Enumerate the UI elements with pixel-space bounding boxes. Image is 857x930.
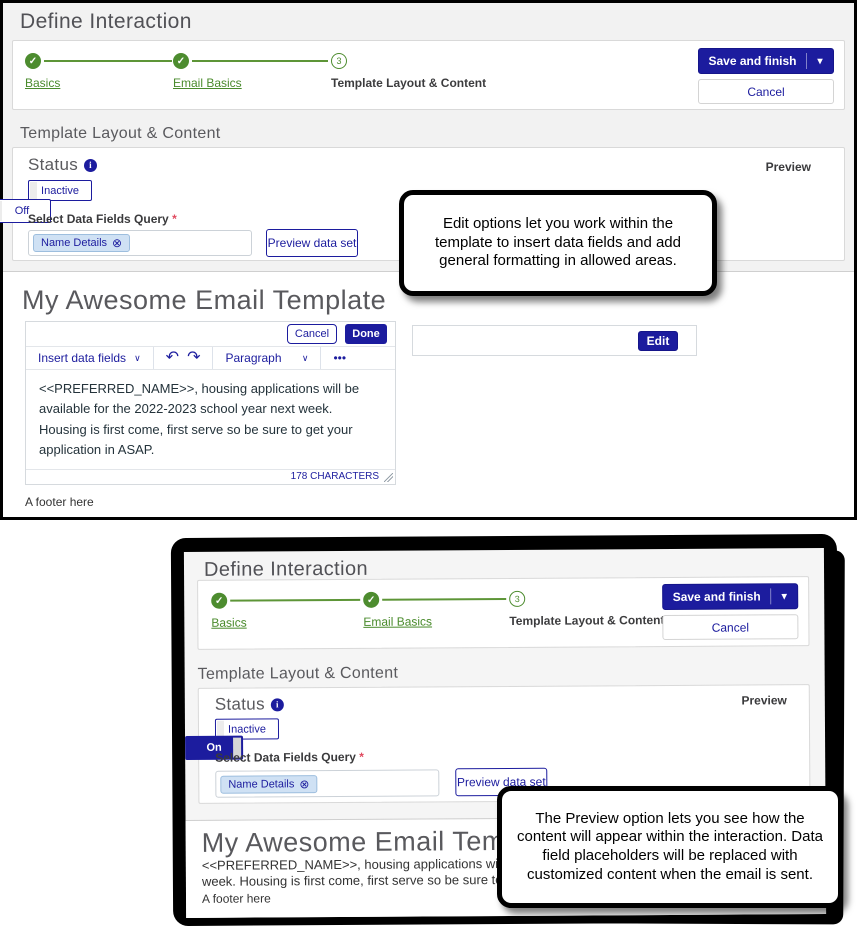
query-label-text: Select Data Fields Query: [215, 749, 356, 765]
template-title: My Awesome Email Template: [22, 285, 387, 315]
undo-redo-group: ↶ ↷: [154, 346, 214, 370]
editor-done-button[interactable]: Done: [345, 323, 387, 344]
step-number-icon: 3: [509, 590, 526, 607]
preview-label: Preview: [741, 693, 787, 708]
stepper-step-email-basics: ✓ Email Basics: [363, 591, 433, 629]
query-input[interactable]: Name Details ⊗: [28, 230, 252, 256]
chip-remove-icon[interactable]: ⊗: [299, 776, 310, 791]
paragraph-label: Paragraph: [225, 351, 282, 366]
preview-label: Preview: [765, 160, 811, 174]
section-title: Template Layout & Content: [20, 125, 221, 142]
preview-toggle-label: Off: [14, 205, 30, 217]
save-and-finish-button[interactable]: Save and finish ▾: [662, 583, 799, 611]
save-and-finish-button[interactable]: Save and finish ▾: [698, 48, 834, 74]
step-connector: [192, 60, 328, 62]
save-and-finish-label: Save and finish: [708, 54, 797, 68]
status-label: Status: [28, 155, 78, 174]
resize-handle-icon[interactable]: [384, 473, 393, 482]
query-label: Select Data Fields Query *: [28, 212, 177, 226]
panel-edit-mode: Define Interaction ✓ Basics ✓ Email Basi…: [0, 0, 857, 520]
check-circle-icon: ✓: [211, 592, 228, 609]
step-link-basics[interactable]: Basics: [211, 615, 247, 630]
cancel-button[interactable]: Cancel: [698, 79, 834, 104]
page-title: Define Interaction: [20, 10, 192, 33]
stepper-step-basics: ✓ Basics: [211, 592, 247, 630]
template-footer-text: A footer here: [25, 495, 94, 509]
insert-data-fields-label: Insert data fields: [38, 351, 127, 366]
stepper-step-template: 3 Template Layout & Content: [331, 53, 486, 90]
status-heading: Status i: [215, 694, 284, 714]
undo-icon[interactable]: ↶: [165, 349, 180, 367]
preview-option-callout: The Preview option lets you see how the …: [497, 786, 843, 908]
info-icon[interactable]: i: [270, 697, 284, 711]
chevron-down-icon: ∨: [301, 352, 309, 363]
save-and-finish-label: Save and finish: [672, 589, 761, 604]
check-circle-icon: ✓: [25, 53, 41, 69]
status-label: Status: [214, 694, 265, 714]
query-label-text: Select Data Fields Query: [28, 212, 169, 226]
query-chip-label: Name Details: [228, 777, 295, 791]
stepper-card: ✓ Basics ✓ Email Basics 3 Template Layou…: [197, 576, 810, 650]
caret-down-icon[interactable]: ▾: [781, 590, 787, 602]
stepper-step-email-basics: ✓ Email Basics: [173, 53, 242, 90]
query-chip[interactable]: Name Details ⊗: [220, 774, 318, 794]
query-chip-label: Name Details: [41, 237, 108, 249]
query-label: Select Data Fields Query *: [215, 750, 364, 765]
char-count: 178 CHARACTERS: [290, 471, 379, 483]
section-title: Template Layout & Content: [197, 664, 399, 683]
button-divider: [806, 53, 807, 69]
toggle-knob: [0, 201, 2, 221]
template-editor: Cancel Done Insert data fields ∨ ↶ ↷ Par…: [25, 321, 396, 485]
stepper-step-template: 3 Template Layout & Content: [509, 590, 664, 628]
editable-region: Edit: [412, 325, 697, 356]
edit-options-callout: Edit options let you work within the tem…: [399, 190, 717, 296]
check-circle-icon: ✓: [363, 591, 380, 608]
info-icon[interactable]: i: [84, 158, 97, 172]
editor-body[interactable]: <<PREFERRED_NAME>>, housing applications…: [39, 381, 360, 457]
step-number-icon: 3: [331, 53, 347, 69]
query-input[interactable]: Name Details ⊗: [215, 769, 440, 798]
chip-remove-icon[interactable]: ⊗: [112, 236, 123, 250]
step-connector: [44, 60, 172, 62]
editor-footer: 178 CHARACTERS: [26, 468, 395, 484]
check-circle-icon: ✓: [173, 53, 189, 69]
toggle-knob: [30, 182, 37, 199]
status-toggle-label: Inactive: [41, 184, 79, 197]
query-chip[interactable]: Name Details ⊗: [33, 234, 131, 252]
status-heading: Status i: [28, 155, 97, 175]
step-label-template: Template Layout & Content: [509, 613, 665, 628]
stepper-step-basics: ✓ Basics: [25, 53, 60, 90]
step-label-template: Template Layout & Content: [331, 76, 487, 90]
caret-down-icon[interactable]: ▾: [817, 55, 823, 67]
paragraph-dropdown[interactable]: Paragraph ∨: [213, 346, 322, 370]
preview-toggle[interactable]: Off: [0, 199, 51, 223]
chevron-down-icon: ∨: [134, 352, 141, 363]
insert-data-fields-dropdown[interactable]: Insert data fields ∨: [26, 346, 154, 370]
cancel-button[interactable]: Cancel: [662, 614, 799, 641]
step-link-basics[interactable]: Basics: [25, 76, 61, 90]
edit-button[interactable]: Edit: [638, 330, 678, 351]
step-connector: [230, 598, 361, 602]
editor-toolbar: Insert data fields ∨ ↶ ↷ Paragraph ∨ •••: [26, 346, 395, 371]
editor-cancel-button[interactable]: Cancel: [287, 323, 337, 344]
redo-icon[interactable]: ↷: [187, 349, 201, 367]
required-asterisk: *: [359, 749, 364, 764]
stepper-card: ✓ Basics ✓ Email Basics 3 Template Layou…: [12, 40, 845, 110]
preview-data-set-button[interactable]: Preview data set: [266, 229, 358, 257]
editor-actions-bar: Cancel Done: [26, 322, 395, 347]
status-toggle[interactable]: Inactive: [28, 180, 92, 201]
step-link-email-basics[interactable]: Email Basics: [363, 614, 433, 629]
status-toggle-label: Inactive: [227, 722, 266, 736]
step-link-email-basics[interactable]: Email Basics: [173, 76, 242, 90]
more-options-button[interactable]: •••: [333, 351, 347, 366]
required-asterisk: *: [172, 212, 177, 226]
